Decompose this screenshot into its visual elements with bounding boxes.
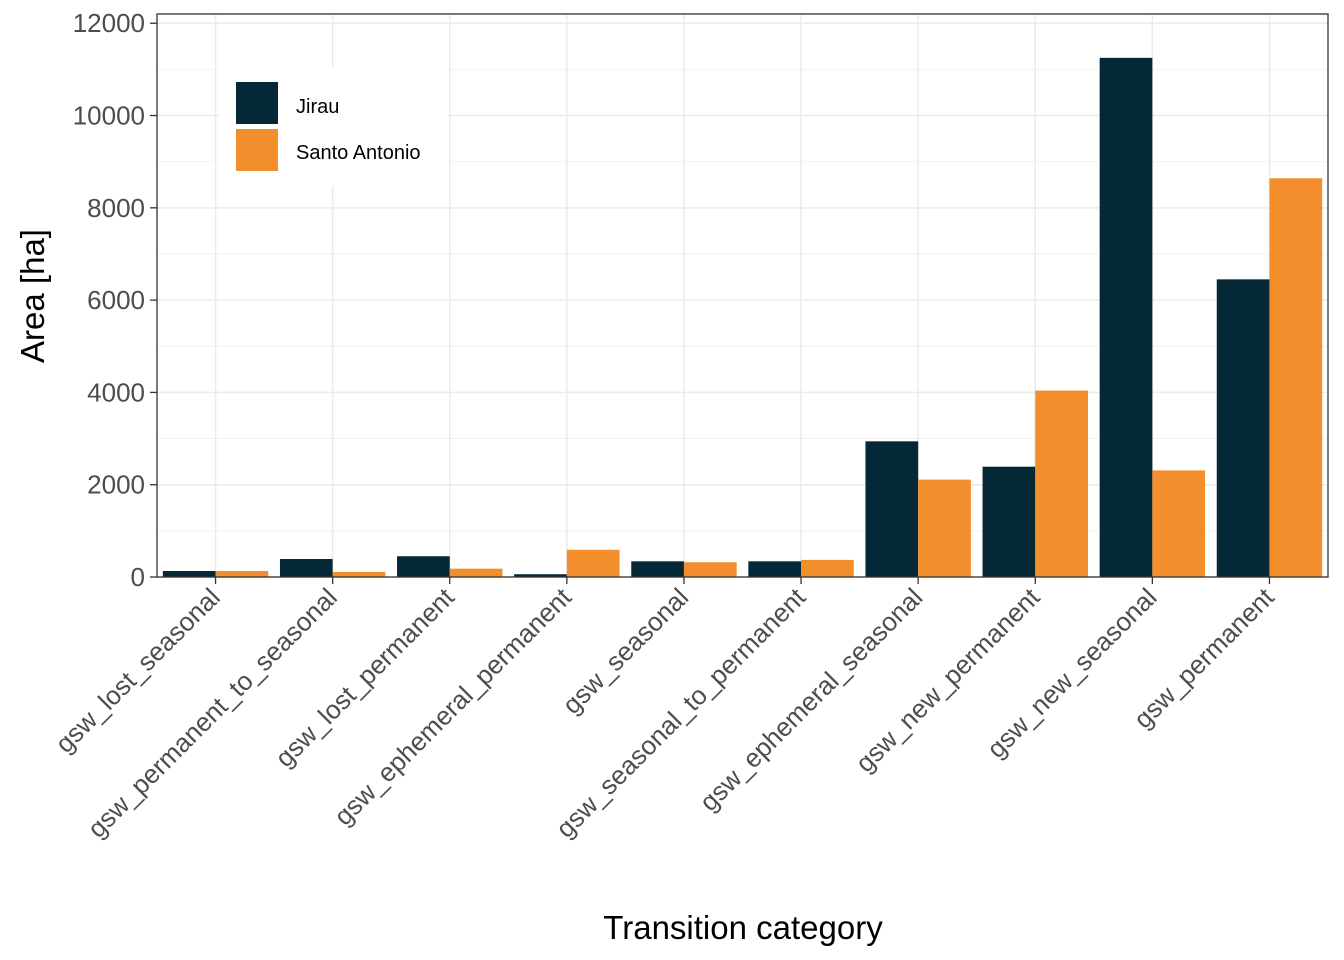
- bar-jirau-gsw_ephemeral_seasonal: [865, 441, 919, 577]
- x-tick-label: gsw_permanent_to_seasonal: [81, 582, 342, 843]
- y-tick-label: 8000: [87, 193, 145, 223]
- y-tick-label: 12000: [73, 8, 145, 38]
- x-tick-label: gsw_seasonal_to_permanent: [550, 581, 812, 843]
- bar-jirau-gsw_lost_seasonal: [162, 571, 216, 577]
- y-tick-label: 2000: [87, 470, 145, 500]
- legend-key-santo-antonio: [236, 129, 278, 171]
- legend-label-jirau: Jirau: [296, 96, 339, 118]
- y-tick-label: 10000: [73, 101, 145, 131]
- bar-jirau-gsw_ephemeral_permanent: [514, 574, 567, 577]
- bar-santo-antonio-gsw_new_seasonal: [1152, 470, 1206, 577]
- bar-jirau-gsw_seasonal: [631, 561, 684, 577]
- bar-jirau-gsw_seasonal_to_permanent: [748, 561, 802, 577]
- bar-jirau-gsw_new_seasonal: [1099, 57, 1153, 578]
- bar-santo-antonio-gsw_ephemeral_seasonal: [918, 479, 971, 577]
- panel-border: [156, 13, 1329, 578]
- y-tick-label: 6000: [87, 285, 145, 315]
- y-tick-label: 0: [131, 562, 145, 592]
- legend-key-jirau: [236, 82, 278, 124]
- legend-label-santo-antonio: Santo Antonio: [296, 142, 421, 164]
- bar-jirau-gsw_new_permanent: [982, 466, 1036, 577]
- bar-santo-antonio-gsw_ephemeral_permanent: [566, 549, 620, 577]
- legend: Jirau Santo Antonio: [220, 68, 448, 186]
- x-tick-label: gsw_ephemeral_permanent: [328, 581, 578, 831]
- bar-santo-antonio-gsw_lost_seasonal: [215, 571, 269, 577]
- x-axis: gsw_lost_seasonalgsw_permanent_to_season…: [49, 577, 1280, 843]
- bar-jirau-gsw_lost_permanent: [397, 556, 450, 577]
- bar-santo-antonio-gsw_lost_permanent: [449, 568, 503, 577]
- bar-santo-antonio-gsw_permanent_to_seasonal: [332, 571, 386, 577]
- y-axis-title: Area [ha]: [14, 229, 51, 363]
- y-tick-label: 4000: [87, 377, 145, 407]
- y-axis: 0 2000 4000 6000 8000 10000 12000: [73, 8, 157, 592]
- bars: [162, 57, 1323, 578]
- x-tick-label: gsw_ephemeral_seasonal: [694, 582, 929, 817]
- bar-santo-antonio-gsw_seasonal_to_permanent: [801, 559, 854, 577]
- bar-santo-antonio-gsw_permanent: [1269, 178, 1323, 577]
- x-axis-title: Transition category: [603, 909, 883, 946]
- bar-santo-antonio-gsw_new_permanent: [1035, 390, 1088, 577]
- bar-santo-antonio-gsw_seasonal: [683, 562, 737, 577]
- bar-jirau-gsw_permanent: [1216, 279, 1270, 577]
- bar-jirau-gsw_permanent_to_seasonal: [279, 559, 333, 577]
